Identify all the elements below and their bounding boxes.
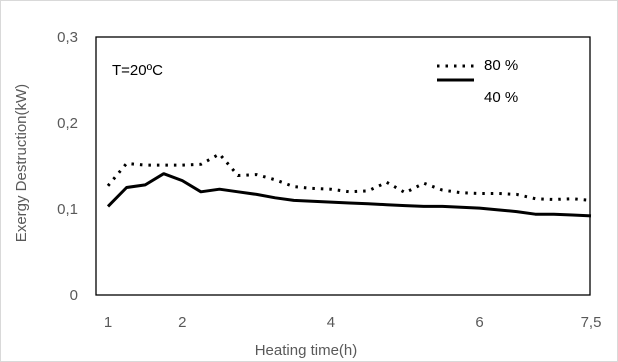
x-axis-tick-labels: 1 2 4 6 7,5 <box>104 314 602 331</box>
y-axis-title: Exergy Destruction(kW) <box>13 84 30 242</box>
x-tick-label: 2 <box>178 314 186 331</box>
y-axis-tick-labels: 0 0,1 0,2 0,3 <box>57 29 78 304</box>
legend-label-40: 40 % <box>484 89 518 106</box>
legend-label-80: 80 % <box>484 57 518 74</box>
y-tick-label: 0 <box>70 287 78 304</box>
y-tick-label: 0,2 <box>57 115 78 132</box>
series-layer <box>106 152 592 218</box>
legend: 80 % 40 % <box>437 57 518 106</box>
x-tick-label: 7,5 <box>581 314 602 331</box>
plot-area-border <box>95 36 591 296</box>
plot-area <box>95 36 591 296</box>
y-tick-label: 0,3 <box>57 29 78 46</box>
x-tick-label: 1 <box>104 314 112 331</box>
temperature-annotation: T=20ºC <box>112 62 163 79</box>
x-tick-label: 6 <box>475 314 483 331</box>
x-tick-label: 4 <box>327 314 335 331</box>
y-tick-label: 0,1 <box>57 201 78 218</box>
series-line-40 <box>106 172 592 218</box>
x-axis-title: Heating time(h) <box>255 342 358 359</box>
